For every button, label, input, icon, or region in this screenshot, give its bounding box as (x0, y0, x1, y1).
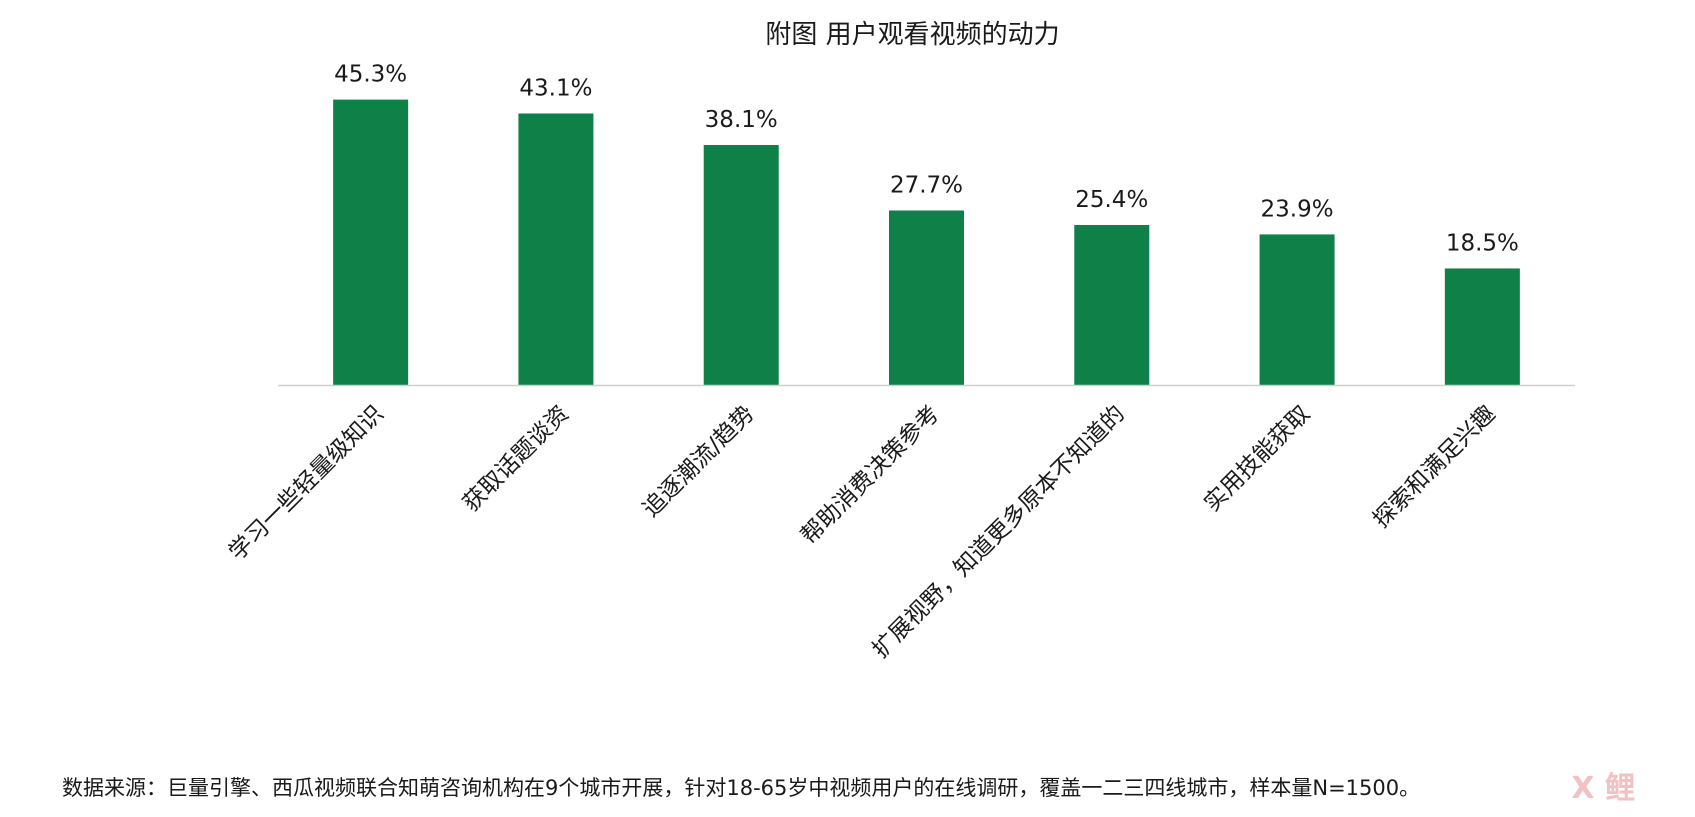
bar-7 (1444, 268, 1520, 385)
category-label-1: 学习一些轻量级知识 (224, 401, 389, 566)
value-label-2: 43.1% (519, 75, 592, 101)
category-label-6: 实用技能获取 (1199, 401, 1315, 517)
value-label-7: 18.5% (1446, 230, 1519, 256)
source-note: 数据来源：巨量引擎、西瓜视频联合知萌咨询机构在9个城市开展，针对18-65岁中视… (62, 776, 1421, 800)
category-labels-layer: 学习一些轻量级知识 获取话题谈资 追逐潮流/趋势 帮助消费决策参考扩展视野，知道更多原… (224, 401, 1500, 663)
value-label-3: 38.1% (705, 107, 778, 133)
value-label-5: 25.4% (1075, 187, 1148, 213)
category-label-3: 追逐潮流/趋势 (638, 401, 759, 522)
bar-6 (1259, 234, 1335, 385)
bar-3 (703, 144, 779, 385)
category-label-4: 帮助消费决策参考 (796, 401, 944, 549)
category-label-7: 探索和满足兴趣 (1368, 401, 1500, 533)
category-label-2: 获取话题谈资 (458, 401, 574, 517)
bar-2 (518, 113, 594, 385)
bars-layer (333, 99, 1520, 386)
value-label-1: 45.3% (334, 62, 407, 88)
value-labels-layer: 45.3% 43.1% 38.1% 27.7% 25.4% 23.9% 18.5% (334, 62, 1519, 257)
value-label-4: 27.7% (890, 172, 963, 198)
bar-4 (889, 210, 964, 385)
bar-5 (1074, 224, 1150, 385)
value-label-6: 23.9% (1261, 196, 1334, 222)
chart-title: 附图 用户观看视频的动力 (765, 20, 1060, 50)
watermark-logo: X 鲤 (1571, 771, 1635, 806)
bar-1 (333, 99, 409, 386)
